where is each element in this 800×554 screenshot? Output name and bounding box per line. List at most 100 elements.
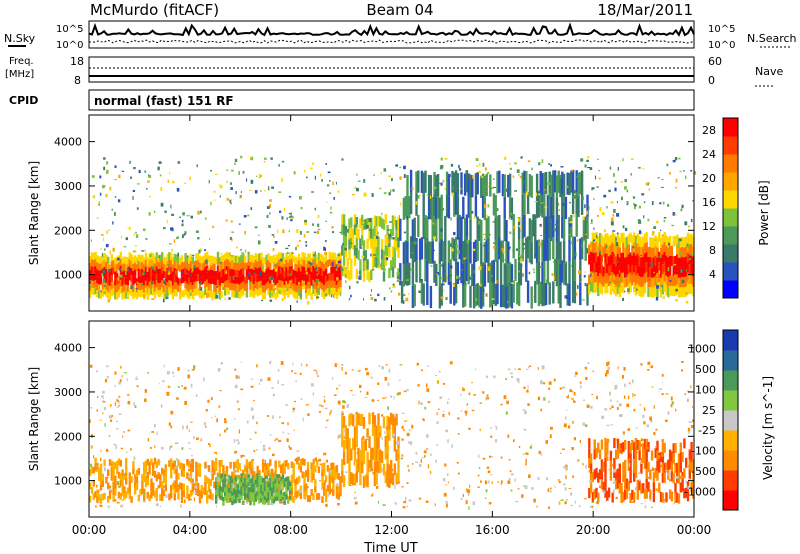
heatmap-cell xyxy=(98,291,101,299)
heatmap-cell xyxy=(103,237,105,241)
heatmap-cell xyxy=(125,237,128,241)
heatmap-cell xyxy=(324,475,328,483)
heatmap-cell xyxy=(161,280,164,288)
nsky-label: N.Sky xyxy=(4,32,36,45)
heatmap-cell xyxy=(310,489,313,496)
heatmap-cell xyxy=(619,414,622,417)
heatmap-cell xyxy=(240,248,242,252)
heatmap-cell xyxy=(205,409,208,412)
heatmap-cell xyxy=(116,264,119,272)
heatmap-cell xyxy=(310,462,313,470)
heatmap-cell xyxy=(485,396,487,401)
heatmap-cell xyxy=(426,260,429,283)
heatmap-cell xyxy=(128,479,131,486)
heatmap-cell xyxy=(370,238,373,249)
heatmap-cell xyxy=(157,261,160,269)
heatmap-cell xyxy=(238,494,241,499)
heatmap-cell xyxy=(478,467,481,469)
heatmap-cell xyxy=(401,454,404,457)
heatmap-cell xyxy=(429,241,433,264)
heatmap-cell xyxy=(371,399,375,402)
heatmap-cell xyxy=(337,281,340,289)
heatmap-cell xyxy=(503,174,506,197)
heatmap-cell xyxy=(171,474,173,477)
heatmap-cell xyxy=(305,490,308,497)
heatmap-cell xyxy=(258,483,261,488)
heatmap-cell xyxy=(164,471,167,478)
heatmap-cell xyxy=(258,288,261,296)
heatmap-cell xyxy=(633,491,636,502)
heatmap-cell xyxy=(119,459,122,467)
heatmap-cell xyxy=(186,283,189,291)
heatmap-cell xyxy=(478,220,480,225)
heatmap-cell xyxy=(161,405,163,408)
heatmap-cell xyxy=(222,501,225,506)
heatmap-cell xyxy=(505,220,508,243)
heatmap-cell xyxy=(227,488,230,493)
heatmap-cell xyxy=(522,453,525,455)
heatmap-cell xyxy=(503,196,506,219)
heatmap-cell xyxy=(168,287,171,295)
heatmap-cell xyxy=(220,291,223,298)
heatmap-cell xyxy=(692,478,695,489)
heatmap-cell xyxy=(543,261,546,284)
heatmap-cell xyxy=(589,261,593,272)
heatmap-cell xyxy=(242,469,245,477)
heatmap-cell xyxy=(180,255,184,263)
heatmap-cell xyxy=(210,169,213,172)
heatmap-cell xyxy=(143,228,146,232)
heatmap-cell xyxy=(577,459,580,462)
heatmap-cell xyxy=(613,478,616,482)
heatmap-cell xyxy=(267,487,270,492)
heatmap-cell xyxy=(389,427,391,430)
heatmap-cell xyxy=(128,485,131,493)
heatmap-cell xyxy=(267,377,271,381)
heatmap-cell xyxy=(685,487,688,498)
heatmap-cell xyxy=(283,207,286,212)
heatmap-cell xyxy=(270,256,274,263)
heatmap-cell xyxy=(209,479,212,486)
heatmap-cell xyxy=(353,224,357,235)
heatmap-cell xyxy=(98,263,101,271)
heatmap-cell xyxy=(136,281,139,284)
heatmap-cell xyxy=(324,268,328,276)
heatmap-cell xyxy=(382,219,386,230)
heatmap-cell xyxy=(634,235,638,246)
heatmap-cell xyxy=(484,497,487,499)
heatmap-cell xyxy=(254,484,258,489)
heatmap-cell xyxy=(440,277,444,280)
heatmap-cell xyxy=(357,280,359,284)
heatmap-cell xyxy=(135,264,139,272)
heatmap-cell xyxy=(616,407,619,411)
heatmap-cell xyxy=(92,195,96,199)
heatmap-cell xyxy=(692,200,695,202)
heatmap-cell xyxy=(270,470,274,477)
heatmap-cell xyxy=(148,494,151,502)
heatmap-cell xyxy=(187,374,191,379)
heatmap-cell xyxy=(198,490,202,497)
heatmap-cell xyxy=(618,443,621,454)
heatmap-cell xyxy=(306,281,310,289)
heatmap-cell xyxy=(651,506,653,508)
heatmap-cell xyxy=(665,255,668,266)
heatmap-cell xyxy=(200,256,203,264)
heatmap-cell xyxy=(529,445,532,449)
heatmap-cell xyxy=(627,440,630,451)
heatmap-cell xyxy=(115,428,119,430)
heatmap-cell xyxy=(391,225,395,236)
heatmap-cell xyxy=(643,263,647,274)
heatmap-cell xyxy=(692,266,695,277)
heatmap-cell xyxy=(652,472,656,483)
heatmap-cell xyxy=(649,416,652,421)
heatmap-cell xyxy=(682,490,684,493)
heatmap-cell xyxy=(231,496,234,501)
heatmap-cell xyxy=(655,296,659,301)
heatmap-cell xyxy=(465,500,468,505)
heatmap-cell xyxy=(350,413,353,425)
heatmap-cell xyxy=(369,467,371,472)
heatmap-cell xyxy=(276,255,279,263)
heatmap-cell xyxy=(100,493,102,498)
heatmap-cell xyxy=(324,282,328,290)
heatmap-cell xyxy=(261,271,265,279)
heatmap-cell xyxy=(265,275,268,283)
